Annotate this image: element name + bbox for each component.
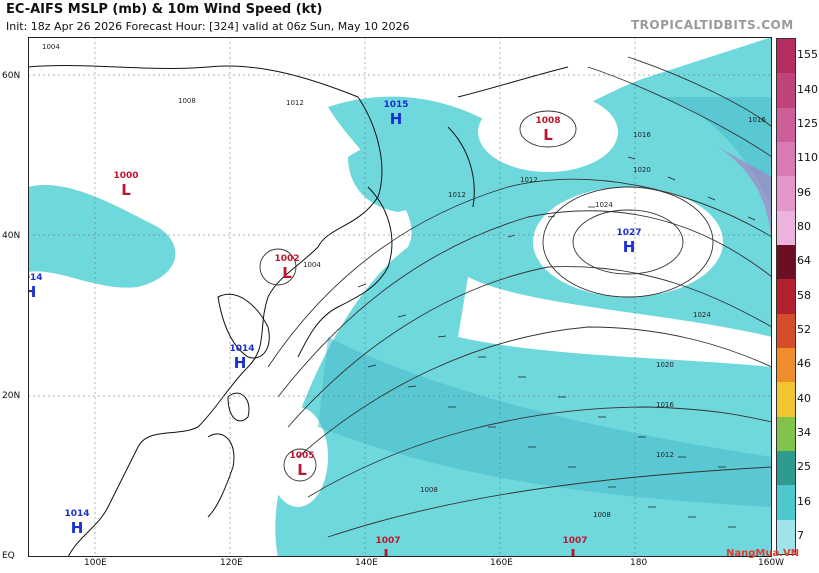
lat-label: EQ <box>2 551 15 561</box>
high-value: 1014 <box>229 344 254 354</box>
colorbar-segment <box>777 245 795 280</box>
weather-map: 1004 1008 1012 1012 1012 1016 1020 1024 … <box>17 37 773 564</box>
colorbar-label: 125 <box>797 116 818 130</box>
low-symbol: L <box>282 264 292 282</box>
high-value: 1027 <box>616 228 641 238</box>
colorbar-label: 58 <box>797 288 811 302</box>
isobar-label: 1024 <box>595 201 613 209</box>
colorbar-segment <box>777 73 795 109</box>
colorbar-label: 96 <box>797 185 811 199</box>
isobar-label: 1020 <box>656 361 674 369</box>
isobar-label: 1008 <box>420 486 438 494</box>
colorbar-label: 110 <box>797 151 818 165</box>
high-symbol: H <box>623 238 636 256</box>
colorbar-segment <box>777 451 795 486</box>
colorbar-segment <box>777 348 795 383</box>
isobar-label: 1004 <box>42 43 60 51</box>
colorbar-label: 64 <box>797 254 811 268</box>
chart-subtitle: Init: 18z Apr 26 2026 Forecast Hour: [32… <box>6 20 410 33</box>
colorbar-label: 40 <box>797 391 811 405</box>
colorbar-segment <box>777 107 795 143</box>
colorbar-segment <box>777 176 795 212</box>
colorbar-label: 140 <box>797 82 818 96</box>
colorbar <box>776 38 796 555</box>
colorbar-label: 155 <box>797 48 818 62</box>
low-symbol: L <box>570 546 580 557</box>
high-value: 1015 <box>383 100 408 110</box>
graticule <box>28 37 772 557</box>
low-symbol: L <box>383 546 393 557</box>
isobar-label: 1008 <box>593 511 611 519</box>
colorbar-segment <box>777 485 795 521</box>
lon-label: 180 <box>630 558 648 568</box>
isobar-label: 1016 <box>656 401 674 409</box>
high-value: 1014 <box>64 509 89 519</box>
low-symbol: L <box>121 181 131 199</box>
low-symbol: L <box>297 461 307 479</box>
low-value: 1005 <box>289 451 314 461</box>
colorbar-segment <box>777 416 795 452</box>
colorbar-segment <box>777 210 795 246</box>
coastlines <box>27 65 569 558</box>
chart-title: EC-AIFS MSLP (mb) & 10m Wind Speed (kt) <box>6 2 323 17</box>
isobar-labels: 1004 1008 1012 1012 1012 1016 1020 1024 … <box>42 43 766 519</box>
isobar-label: 1012 <box>286 99 304 107</box>
isobar-label: 1024 <box>693 311 711 319</box>
watermark: NangMua.VN <box>726 548 800 559</box>
low-value: 1007 <box>375 536 400 546</box>
colorbar-label: 34 <box>797 425 811 439</box>
lon-label: 100E <box>84 558 107 568</box>
colorbar-segment <box>777 279 795 315</box>
high-symbol: H <box>28 283 36 301</box>
high-symbol: H <box>71 519 84 537</box>
map-frame <box>28 37 772 557</box>
isobars <box>259 56 773 538</box>
isobar-label: 1004 <box>303 261 321 269</box>
isobar-label: 1008 <box>178 97 196 105</box>
isobar-label: 1012 <box>448 191 466 199</box>
colorbar-segment <box>777 39 795 74</box>
lat-label: 20N <box>2 391 21 401</box>
lat-label: 40N <box>2 231 21 241</box>
low-value: 1000 <box>113 171 138 181</box>
colorbar-segment <box>777 313 795 349</box>
lon-label: 120E <box>220 558 243 568</box>
colorbar-segment <box>777 382 795 418</box>
high-symbol: H <box>390 110 403 128</box>
low-value: 1002 <box>274 254 299 264</box>
stronger-winds <box>318 97 772 507</box>
lat-label: 60N <box>2 71 21 81</box>
lon-label: 160W <box>758 558 785 568</box>
calm-areas <box>148 92 772 507</box>
low-value: 1008 <box>535 116 560 126</box>
wind-barbs <box>357 156 756 528</box>
colorbar-label: 7 <box>797 528 804 542</box>
high-symbol: H <box>234 354 247 372</box>
lon-label: 160E <box>490 558 513 568</box>
low-symbol: L <box>543 126 553 144</box>
lon-label: 140E <box>355 558 378 568</box>
high-value: 1014 <box>28 273 43 283</box>
colorbar-segment <box>777 142 795 177</box>
colorbar-label: 25 <box>797 460 811 474</box>
site-credit: TROPICALTIDBITS.COM <box>631 18 794 32</box>
isobar-label: 1012 <box>520 176 538 184</box>
colorbar-label: 46 <box>797 357 811 371</box>
isobar-label: 1012 <box>656 451 674 459</box>
isobar-label: 1016 <box>633 131 651 139</box>
colorbar-segment <box>777 519 795 555</box>
colorbar-label: 52 <box>797 322 811 336</box>
colorbar-label: 16 <box>797 494 811 508</box>
low-value: 1007 <box>562 536 587 546</box>
pressure-centers: 1000 L 1015 H 1008 L 1027 H 1002 L 1014 … <box>17 100 641 564</box>
isobar-label: 1016 <box>748 116 766 124</box>
isobar-label: 1020 <box>633 166 651 174</box>
colorbar-label: 80 <box>797 219 811 233</box>
